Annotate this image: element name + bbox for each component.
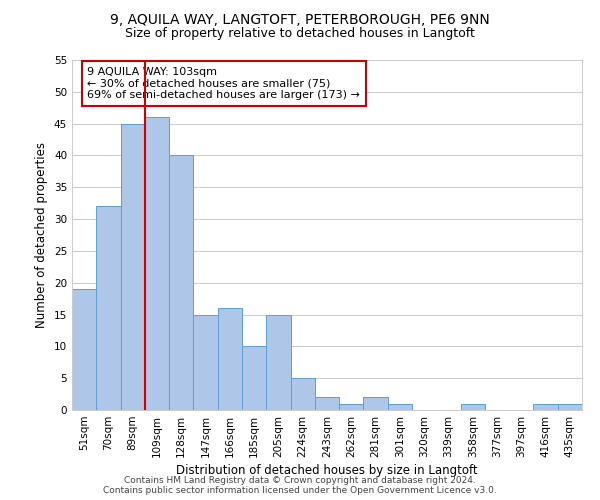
Text: 9 AQUILA WAY: 103sqm
← 30% of detached houses are smaller (75)
69% of semi-detac: 9 AQUILA WAY: 103sqm ← 30% of detached h… (88, 67, 360, 100)
Bar (218, 308, 242, 410)
Bar (242, 346, 266, 410)
Text: 9, AQUILA WAY, LANGTOFT, PETERBOROUGH, PE6 9NN: 9, AQUILA WAY, LANGTOFT, PETERBOROUGH, P… (110, 12, 490, 26)
Y-axis label: Number of detached properties: Number of detached properties (35, 142, 49, 328)
Bar (72, 289, 96, 410)
Bar (193, 314, 218, 410)
Bar (169, 156, 193, 410)
Bar (266, 314, 290, 410)
Bar (339, 404, 364, 410)
Bar (461, 404, 485, 410)
Bar (533, 404, 558, 410)
Bar (121, 124, 145, 410)
Text: Contains HM Land Registry data © Crown copyright and database right 2024.
Contai: Contains HM Land Registry data © Crown c… (103, 476, 497, 495)
Bar (364, 398, 388, 410)
Bar (315, 398, 339, 410)
Bar (96, 206, 121, 410)
Bar (388, 404, 412, 410)
Bar (558, 404, 582, 410)
Bar (290, 378, 315, 410)
Bar (145, 118, 169, 410)
Text: Size of property relative to detached houses in Langtoft: Size of property relative to detached ho… (125, 28, 475, 40)
X-axis label: Distribution of detached houses by size in Langtoft: Distribution of detached houses by size … (176, 464, 478, 477)
